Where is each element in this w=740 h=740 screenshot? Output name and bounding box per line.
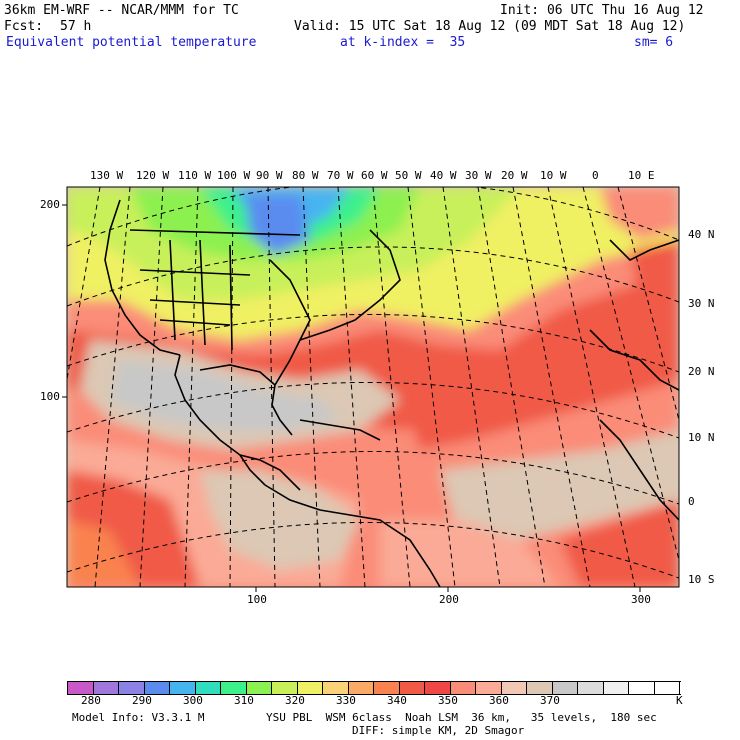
lon-label-20w: 20 W: [501, 169, 528, 182]
lon-label-80w: 80 W: [292, 169, 319, 182]
init-time: Init: 06 UTC Thu 16 Aug 12: [500, 3, 704, 18]
diffusion-info: DIFF: simple KM, 2D Smagor: [352, 724, 525, 737]
model-title: 36km EM-WRF -- NCAR/MMM for TC: [4, 3, 239, 18]
left-tick-200: 200: [40, 198, 60, 211]
legend-value: 330: [336, 694, 356, 707]
model-info: Model Info: V3.3.1 M: [72, 711, 205, 724]
lon-label-30w: 30 W: [465, 169, 492, 182]
legend-swatch: [398, 681, 426, 695]
legend-swatch: [475, 681, 502, 695]
legend-value: 340: [387, 694, 407, 707]
legend-value: 350: [438, 694, 458, 707]
lon-label-50w: 50 W: [395, 169, 422, 182]
legend-swatch: [322, 681, 349, 695]
forecast-label: Fcst:: [4, 19, 44, 34]
legend-value: 320: [285, 694, 305, 707]
lon-label-120w: 120 W: [136, 169, 170, 182]
legend-swatch: [271, 681, 298, 695]
lon-label-40w: 40 W: [430, 169, 457, 182]
lat-label-20n: 20 N: [688, 365, 715, 378]
legend-swatch: [118, 681, 145, 695]
axis-ticks: [62, 204, 641, 592]
legend-swatch: [628, 681, 655, 695]
legend-unit: K: [676, 694, 683, 707]
legend-swatch: [653, 681, 681, 695]
lon-label-60w: 60 W: [361, 169, 388, 182]
lon-label-110w: 110 W: [178, 169, 212, 182]
legend-swatch: [245, 681, 273, 695]
legend-swatch: [424, 681, 451, 695]
lon-label-100w: 100 W: [217, 169, 251, 182]
theta-e-field: [67, 187, 679, 587]
legend-swatch: [220, 681, 247, 695]
valid-time: Valid: 15 UTC Sat 18 Aug 12 (09 MDT Sat …: [294, 19, 686, 34]
bottom-tick-200: 200: [439, 593, 459, 606]
lon-label-10e: 10 E: [628, 169, 655, 182]
lon-label-10w: 10 W: [540, 169, 567, 182]
lon-label-70w: 70 W: [327, 169, 354, 182]
legend-value: 280: [81, 694, 101, 707]
bottom-tick-300: 300: [631, 593, 651, 606]
legend-swatch: [602, 681, 630, 695]
smoothing-info: sm= 6: [634, 35, 674, 50]
legend-swatch: [92, 681, 120, 695]
forecast-hour: 57 h: [60, 19, 92, 34]
legend-swatch: [449, 681, 477, 695]
legend-swatch: [551, 681, 579, 695]
left-tick-100: 100: [40, 390, 60, 403]
legend-value: 310: [234, 694, 254, 707]
legend-swatch: [194, 681, 222, 695]
legend-value: 360: [489, 694, 509, 707]
physics-info: YSU PBL WSM 6class Noah LSM 36 km, 35 le…: [266, 711, 657, 724]
legend-swatch: [296, 681, 324, 695]
legend-value: 290: [132, 694, 152, 707]
level-info: at k-index = 35: [340, 35, 466, 50]
legend-swatch: [500, 681, 528, 695]
graticule: [67, 187, 679, 587]
lat-label-40n: 40 N: [688, 228, 715, 241]
map-frame: [66, 186, 680, 588]
legend-swatch: [143, 681, 171, 695]
field-name: Equivalent potential temperature: [6, 35, 257, 50]
lon-label-90w: 90 W: [256, 169, 283, 182]
legend-swatch: [577, 681, 604, 695]
bottom-tick-100: 100: [247, 593, 267, 606]
legend-swatch: [347, 681, 375, 695]
legend-swatch: [526, 681, 553, 695]
lat-label-0: 0: [688, 495, 695, 508]
legend-value: 300: [183, 694, 203, 707]
lat-label-30n: 30 N: [688, 297, 715, 310]
lat-label-10s: 10 S: [688, 573, 715, 586]
lat-label-10n: 10 N: [688, 431, 715, 444]
coastlines: [104, 199, 679, 587]
legend-value: 370: [540, 694, 560, 707]
legend-swatch: [373, 681, 400, 695]
lon-label-0: 0: [592, 169, 599, 182]
legend-swatch: [169, 681, 196, 695]
lon-label-130w: 130 W: [90, 169, 124, 182]
legend-swatch: [67, 681, 94, 695]
